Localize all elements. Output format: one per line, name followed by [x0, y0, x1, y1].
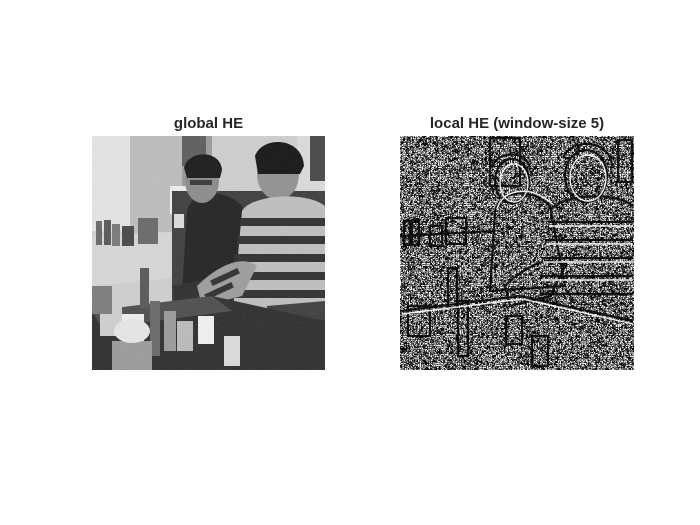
global-he-image: [92, 136, 325, 370]
local-he-image: [400, 136, 634, 370]
right-panel-title: local HE (window-size 5): [429, 115, 605, 132]
left-panel-title: global HE: [173, 115, 244, 132]
